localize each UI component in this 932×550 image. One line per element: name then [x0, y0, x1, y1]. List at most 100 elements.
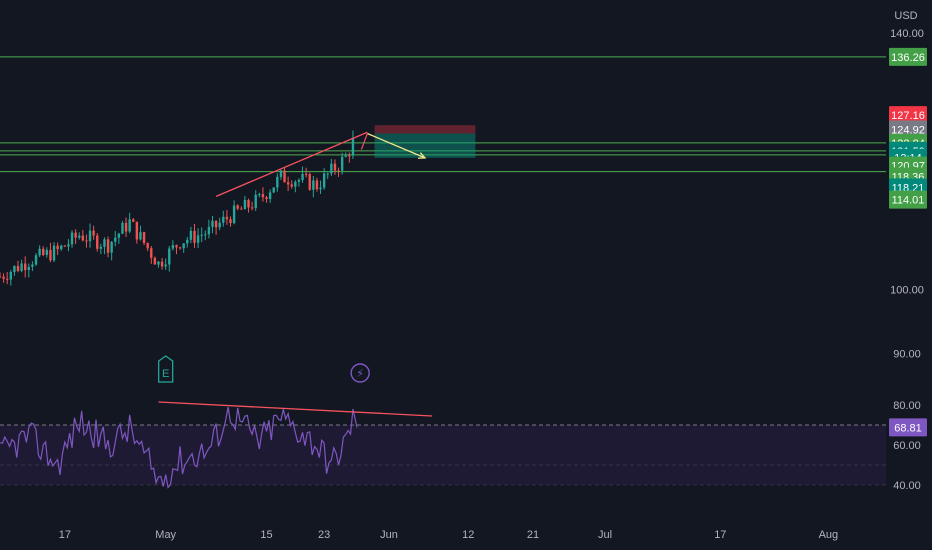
price-tag-box	[889, 190, 927, 209]
candle-body	[96, 235, 99, 249]
x-tick-label: 15	[260, 529, 272, 541]
price-tag-label: 114.01	[892, 195, 925, 207]
x-tick-label: May	[155, 529, 176, 541]
candle-body	[229, 219, 232, 224]
candle-body	[78, 235, 81, 238]
rsi-line	[0, 406, 358, 489]
take-profit-zone	[374, 133, 476, 158]
candle-body	[63, 245, 67, 247]
candle-body	[175, 245, 178, 248]
candle-body	[322, 173, 326, 188]
candle-body	[6, 278, 9, 280]
candle-body	[218, 222, 221, 228]
candle-body	[24, 263, 27, 271]
candle-body	[268, 192, 272, 200]
candle-body	[150, 248, 153, 258]
candle-body	[294, 181, 297, 187]
candle-body	[261, 194, 265, 198]
candle-body	[103, 239, 106, 247]
x-tick-label: Aug	[819, 529, 839, 541]
price-tag-box	[889, 47, 927, 66]
candle-body	[27, 266, 31, 271]
candle-body	[247, 199, 250, 208]
price-tick-label: 90.00	[893, 349, 921, 361]
candle-body	[88, 230, 92, 242]
candle-body	[16, 265, 20, 271]
candle-body	[344, 155, 347, 157]
price-tag-box	[889, 106, 927, 125]
candle-body	[117, 233, 121, 238]
stop-loss-zone	[374, 125, 476, 134]
candle-body	[132, 219, 135, 222]
rsi-divergence-line	[158, 401, 433, 417]
candle-body	[315, 180, 319, 190]
candle-body	[124, 222, 128, 232]
candle-body	[38, 248, 41, 256]
candle-body	[70, 232, 74, 245]
candle-body	[67, 244, 70, 247]
x-tick-label: Jun	[380, 529, 398, 541]
candle-body	[153, 257, 157, 265]
candle-body	[178, 247, 182, 249]
candle-body	[265, 197, 268, 200]
price-tick-label: 140.00	[890, 28, 924, 40]
candle-body	[189, 230, 193, 240]
candle-body	[351, 137, 355, 156]
candle-body	[20, 263, 23, 271]
candle-body	[114, 237, 117, 242]
candle-body	[74, 232, 77, 238]
projection-arrow-head	[417, 152, 427, 159]
candle-body	[146, 242, 149, 249]
candle-body	[243, 199, 247, 210]
candle-body	[193, 230, 196, 243]
x-tick-label: 23	[318, 529, 330, 541]
candle-body	[2, 276, 5, 279]
candle-body	[110, 241, 113, 253]
candle-body	[337, 170, 340, 172]
candle-body	[9, 272, 13, 280]
price-tag-label: 136.26	[891, 52, 925, 64]
rsi-value-tag	[889, 418, 927, 437]
candle-body	[171, 245, 175, 249]
candle-body	[333, 163, 337, 171]
x-tick-label: 12	[462, 529, 474, 541]
candle-body	[211, 220, 214, 227]
candle-body	[60, 245, 63, 250]
price-tag-label: 124.92	[891, 125, 925, 137]
dividend-icon	[350, 363, 370, 383]
x-tick-label: Jul	[598, 529, 612, 541]
candle-body	[240, 208, 243, 210]
candle-body	[279, 170, 283, 177]
candle-body	[340, 156, 344, 171]
candle-body	[250, 207, 254, 209]
x-tick-label: 17	[59, 529, 71, 541]
x-tick-label: 17	[714, 529, 726, 541]
candles	[0, 130, 355, 286]
price-tag: 136.26	[889, 47, 927, 66]
candle-body	[308, 174, 311, 190]
candle-body	[214, 220, 218, 228]
rsi-value-label: 68.81	[894, 422, 922, 434]
candle-body	[56, 245, 59, 250]
candle-body	[330, 163, 333, 174]
price-tag-label: 127.16	[891, 110, 925, 122]
candle-body	[254, 194, 257, 209]
candle-body	[85, 240, 88, 242]
earnings-label: E	[162, 368, 169, 380]
price-tick-label: 100.00	[890, 284, 924, 296]
candle-body	[232, 205, 236, 224]
candle-body	[135, 221, 139, 240]
candle-body	[168, 248, 171, 265]
candle-body	[13, 265, 16, 273]
candle-body	[236, 205, 239, 209]
candle-body	[31, 264, 34, 267]
price-tag: 114.01	[889, 190, 927, 209]
candle-body	[258, 194, 261, 196]
projection-start-segment	[360, 133, 368, 150]
candle-body	[0, 276, 2, 278]
candle-body	[186, 239, 189, 244]
candle-body	[49, 249, 52, 261]
candle-body	[222, 216, 225, 223]
candle-body	[204, 234, 207, 236]
